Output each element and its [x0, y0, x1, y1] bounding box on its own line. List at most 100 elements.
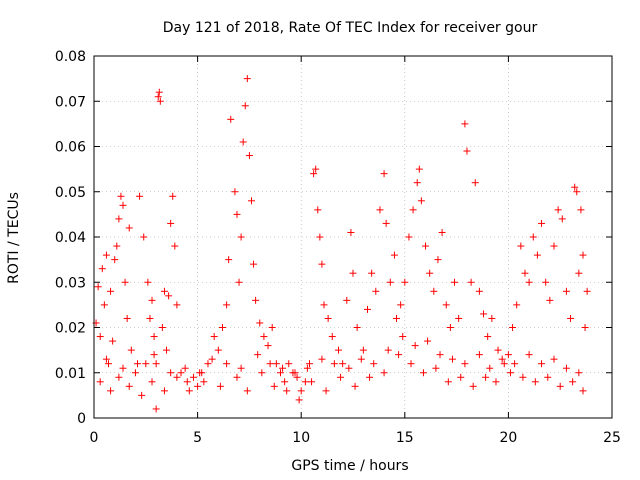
data-point — [167, 369, 175, 377]
data-point — [386, 278, 394, 286]
data-point — [142, 360, 150, 368]
data-point — [295, 396, 303, 404]
data-point — [94, 283, 102, 291]
x-tick-label: 20 — [499, 430, 517, 446]
data-point — [96, 378, 104, 386]
data-point — [413, 179, 421, 187]
data-point — [506, 369, 514, 377]
data-point — [461, 120, 469, 128]
axes — [93, 55, 613, 419]
data-point — [349, 269, 357, 277]
data-point — [115, 373, 123, 381]
data-point — [223, 360, 231, 368]
data-point — [444, 378, 452, 386]
y-tick-label: 0.08 — [55, 49, 86, 65]
data-point — [399, 333, 407, 341]
data-point — [310, 170, 318, 178]
data-point — [150, 351, 158, 359]
data-point — [171, 242, 179, 250]
data-point — [380, 369, 388, 377]
data-point — [233, 373, 241, 381]
data-point — [276, 369, 284, 377]
data-point — [461, 360, 469, 368]
data-point — [146, 314, 154, 322]
data-point — [125, 224, 133, 232]
data-point — [417, 197, 425, 205]
x-tick-label: 0 — [90, 430, 99, 446]
data-point — [322, 387, 330, 395]
data-point — [511, 360, 519, 368]
data-point — [471, 179, 479, 187]
data-point — [330, 360, 338, 368]
data-point — [100, 301, 108, 309]
x-tick-label: 25 — [603, 430, 621, 446]
data-point — [113, 242, 121, 250]
data-point — [583, 287, 591, 295]
data-point — [521, 269, 529, 277]
data-point — [183, 378, 191, 386]
y-tick-label: 0.03 — [55, 275, 86, 291]
data-point — [245, 152, 253, 160]
data-point — [542, 278, 550, 286]
data-point — [519, 373, 527, 381]
data-point — [318, 355, 326, 363]
data-point — [345, 364, 353, 372]
data-point — [316, 233, 324, 241]
data-point — [486, 364, 494, 372]
data-point — [482, 373, 490, 381]
data-point — [513, 301, 521, 309]
data-point — [301, 378, 309, 386]
data-point — [405, 233, 413, 241]
data-point — [575, 369, 583, 377]
data-point — [504, 351, 512, 359]
grid-lines — [94, 56, 612, 418]
data-point — [550, 355, 558, 363]
data-point — [293, 373, 301, 381]
data-point — [556, 382, 564, 390]
data-point — [247, 197, 255, 205]
data-point — [223, 301, 231, 309]
data-point — [107, 387, 115, 395]
data-point — [167, 219, 175, 227]
data-point — [509, 324, 517, 331]
data-point — [364, 305, 372, 313]
data-point — [575, 269, 583, 277]
data-point — [156, 97, 164, 105]
y-tick-label: 0.02 — [55, 321, 86, 337]
data-point — [158, 324, 166, 331]
data-point — [281, 378, 289, 386]
data-point — [163, 346, 171, 354]
data-point — [498, 355, 506, 363]
data-point — [189, 373, 197, 381]
y-tick-label: 0.01 — [55, 366, 86, 382]
x-tick-label: 5 — [193, 430, 202, 446]
data-point — [303, 364, 311, 372]
x-tick-label: 10 — [292, 430, 310, 446]
data-point — [272, 360, 280, 368]
data-point — [160, 387, 168, 395]
data-point — [144, 278, 152, 286]
data-point — [384, 346, 392, 354]
data-point — [200, 378, 208, 386]
data-point — [185, 387, 193, 395]
tick-labels: 0 5 10 15 20 25 0 0.01 0.02 0.03 0.04 0.05 0.06 0.07 0… — [55, 49, 621, 446]
data-point — [538, 219, 546, 227]
data-point — [98, 265, 106, 273]
data-point — [134, 360, 142, 368]
data-point — [334, 346, 342, 354]
data-point — [480, 310, 488, 318]
data-point — [380, 170, 388, 178]
data-point — [138, 391, 146, 399]
data-point — [264, 342, 272, 350]
data-point — [320, 301, 328, 309]
data-point — [155, 88, 163, 96]
y-tick-label: 0.06 — [55, 140, 86, 156]
data-point — [152, 360, 160, 368]
data-point — [131, 369, 139, 377]
data-point — [533, 251, 541, 259]
data-point — [181, 364, 189, 372]
data-point — [372, 287, 380, 295]
data-point — [395, 351, 403, 359]
data-point — [218, 324, 226, 331]
